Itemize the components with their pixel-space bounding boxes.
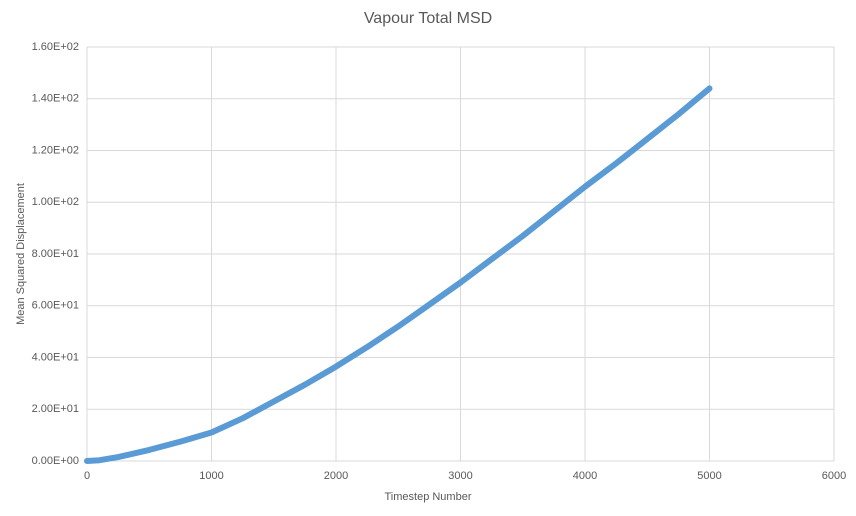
y-tick-label: 8.00E+01 (32, 248, 79, 260)
y-tick-label: 4.00E+01 (32, 351, 79, 363)
x-tick-label: 1000 (199, 470, 223, 482)
x-tick-label: 4000 (573, 470, 597, 482)
x-tick-label: 6000 (822, 470, 846, 482)
y-tick-label: 1.60E+02 (32, 41, 79, 53)
y-tick-label: 2.00E+01 (32, 403, 79, 415)
y-tick-label: 0.00E+00 (32, 455, 79, 467)
data-line (84, 85, 713, 464)
y-tick-label: 1.40E+02 (32, 93, 79, 105)
x-axis-title: Timestep Number (384, 491, 471, 503)
x-tick-label: 0 (84, 470, 90, 482)
y-tick-label: 1.20E+02 (32, 144, 79, 156)
x-tick-label: 3000 (448, 470, 472, 482)
x-tick-label: 2000 (324, 470, 348, 482)
y-tick-label: 6.00E+01 (32, 300, 79, 312)
y-tick-label: 1.00E+02 (32, 196, 79, 208)
chart-title: Vapour Total MSD (364, 10, 492, 27)
x-tick-label: 5000 (697, 470, 721, 482)
y-axis-title: Mean Squared Displacement (15, 183, 27, 325)
